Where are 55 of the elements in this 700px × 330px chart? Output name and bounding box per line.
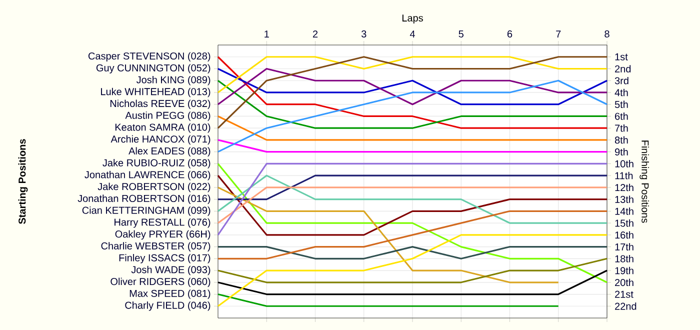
y-tick-label: 12th xyxy=(615,184,634,192)
x-axis-title: Laps xyxy=(402,14,423,24)
series-label: Jake ROBERTSON (022) xyxy=(98,182,210,192)
y-tick-label: 6th xyxy=(615,112,628,120)
series-label: Guy CUNNINGTON (052) xyxy=(96,64,210,74)
series-label: Harry RESTALL (076) xyxy=(114,218,210,228)
x-tick-label: 3 xyxy=(361,30,366,38)
y-tick-label: 18th xyxy=(615,254,634,262)
x-tick-label: 2 xyxy=(312,30,318,38)
text: Starting Positions xyxy=(18,139,28,224)
series-label: Charly FIELD (046) xyxy=(125,301,210,311)
y-tick-label: 4th xyxy=(614,88,628,96)
x-tick-label: 1 xyxy=(264,30,269,38)
series-label: Josh WADE (093) xyxy=(131,266,210,276)
series-label: Jonathan ROBERTSON (016) xyxy=(78,194,210,204)
series-label: Josh KING (089) xyxy=(136,76,210,86)
series-label: Oliver RIDGERS (060) xyxy=(110,278,210,288)
y-tick-label: 15th xyxy=(615,219,634,227)
x-tick-label: 5 xyxy=(458,30,464,38)
x-tick-label: 8 xyxy=(604,30,610,38)
x-tick-label: 6 xyxy=(507,30,512,38)
y-tick-label: 2nd xyxy=(615,65,631,72)
series-label: Luke WHITEHEAD (013) xyxy=(101,88,210,98)
y-axis-title: Finishing Positions xyxy=(640,140,649,223)
series-label: Nicholas REEVE (032) xyxy=(110,100,210,110)
series-label: Max SPEED (081) xyxy=(130,290,210,299)
y-tick-label: 7th xyxy=(615,124,628,132)
y-tick-label: 21st xyxy=(615,290,634,298)
series-label: Alex EADES (088) xyxy=(128,147,210,156)
y-tick-label: 5th xyxy=(614,100,628,108)
y-tick-label: 22nd xyxy=(615,302,636,310)
series-label: Jonathan LAWRENCE (066) xyxy=(84,170,210,180)
series-label: Austin PEGG (086) xyxy=(125,112,210,121)
y-tick-label: 16th xyxy=(615,231,634,239)
y-tick-label: 19th xyxy=(615,266,634,274)
y-tick-label: 13th xyxy=(615,196,634,203)
y-tick-label: 1st xyxy=(615,53,628,60)
series-label: Finley ISSACS (017) xyxy=(119,254,210,264)
x-tick-label: 7 xyxy=(556,30,561,38)
y-tick-label: 10th xyxy=(615,160,634,168)
y-tick-label: 11th xyxy=(615,172,633,180)
series-label: Jake RUBIO-RUIZ (058) xyxy=(102,159,210,168)
y-tick-label: 17th xyxy=(615,243,634,250)
series-label: Keaton SAMRA (010) xyxy=(115,123,210,133)
y-tick-label: 3rd xyxy=(614,76,628,84)
series-label: Oakley PRYER (66H) xyxy=(115,230,210,240)
y-tick-label: 9th xyxy=(615,148,628,156)
y-tick-label: 14th xyxy=(615,208,634,215)
series-label: Cian KETTERINGHAM (099) xyxy=(82,206,210,216)
series-label: Archie HANCOX (071) xyxy=(110,135,210,145)
series-label: Charlie WEBSTER (057) xyxy=(101,242,210,252)
y-tick-label: 8th xyxy=(614,136,628,144)
series-label: Casper STEVENSON (028) xyxy=(88,52,210,62)
y-tick-label: 20th xyxy=(615,278,634,286)
x-tick-label: 4 xyxy=(410,30,415,38)
